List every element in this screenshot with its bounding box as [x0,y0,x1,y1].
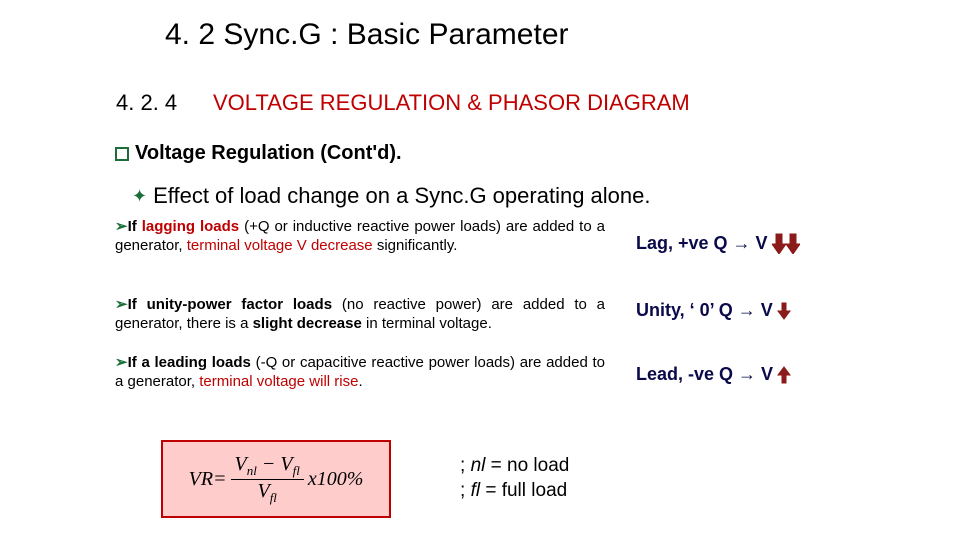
t: V [235,453,247,475]
text-em: terminal voltage V decrease [187,237,373,254]
para-lagging: ➢If lagging loads (+Q or inductive react… [115,218,605,256]
text: in terminal voltage. [362,315,492,332]
side-lag: Lag, +ve Q → V [636,232,800,254]
page-title: 4. 2 Sync.G : Basic Parameter [165,18,569,52]
text: If a [128,354,155,371]
formula-eq: = [213,468,227,491]
text-em: unity-power factor loads [147,296,332,313]
side-text: Lead, -ve Q → V [636,364,773,385]
legend-fl: ; fl = full load [460,480,567,502]
text: significantly. [373,237,458,254]
text-em: lagging loads [142,218,239,235]
double-down-arrow-icon [772,232,800,254]
t: ; [460,480,471,501]
bullet-label: Voltage Regulation (Cont'd). [135,142,402,165]
side-unity: Unity, ‘ 0’ Q → V [636,300,791,321]
triangle-bullet-icon: ➢ [115,354,128,371]
t: V [257,480,269,502]
formula-denominator: Vfl [253,480,280,506]
text-em: leading loads [154,354,250,371]
text: If [128,296,147,313]
para-leading: ➢If a leading loads (-Q or capacitive re… [115,354,605,392]
t: fl [471,480,481,501]
square-bullet-icon [115,147,129,161]
t: = full load [480,480,567,501]
t: V [280,453,292,475]
t: fl [293,463,300,478]
down-arrow-icon [777,302,791,320]
side-text: Lag, +ve Q → V [636,233,768,254]
side-lead: Lead, -ve Q → V [636,364,791,385]
t: − [257,453,281,475]
diamond-bullet-icon: ✦ [132,186,147,207]
text: . [358,373,362,390]
bullet-effect-load: ✦ Effect of load change on a Sync.G oper… [132,183,650,209]
formula-vr: VR = Vnl − Vfl Vfl x100% [161,440,391,518]
formula-numerator: Vnl − Vfl [231,453,304,480]
triangle-bullet-icon: ➢ [115,218,128,235]
t: ; [460,455,471,476]
t: = no load [485,455,569,476]
bullet-label: Effect of load change on a Sync.G operat… [153,183,650,209]
section-number: 4. 2. 4 [116,90,177,116]
text: If [128,218,142,235]
bullet-voltage-reg: Voltage Regulation (Cont'd). [115,142,402,165]
t: fl [270,490,277,505]
formula-lhs: VR [189,468,213,491]
side-text: Unity, ‘ 0’ Q → V [636,300,773,321]
section-name: VOLTAGE REGULATION & PHASOR DIAGRAM [213,90,690,116]
formula-tail: x100% [308,468,364,491]
text-em: slight decrease [253,315,362,332]
text-em: terminal voltage will rise [199,373,358,390]
t: nl [471,455,486,476]
up-arrow-icon [777,366,791,384]
formula-fraction: Vnl − Vfl Vfl [231,453,304,506]
triangle-bullet-icon: ➢ [115,296,128,313]
legend-nl: ; nl = no load [460,455,569,477]
t: nl [247,463,257,478]
para-unity: ➢If unity-power factor loads (no reactiv… [115,296,605,334]
